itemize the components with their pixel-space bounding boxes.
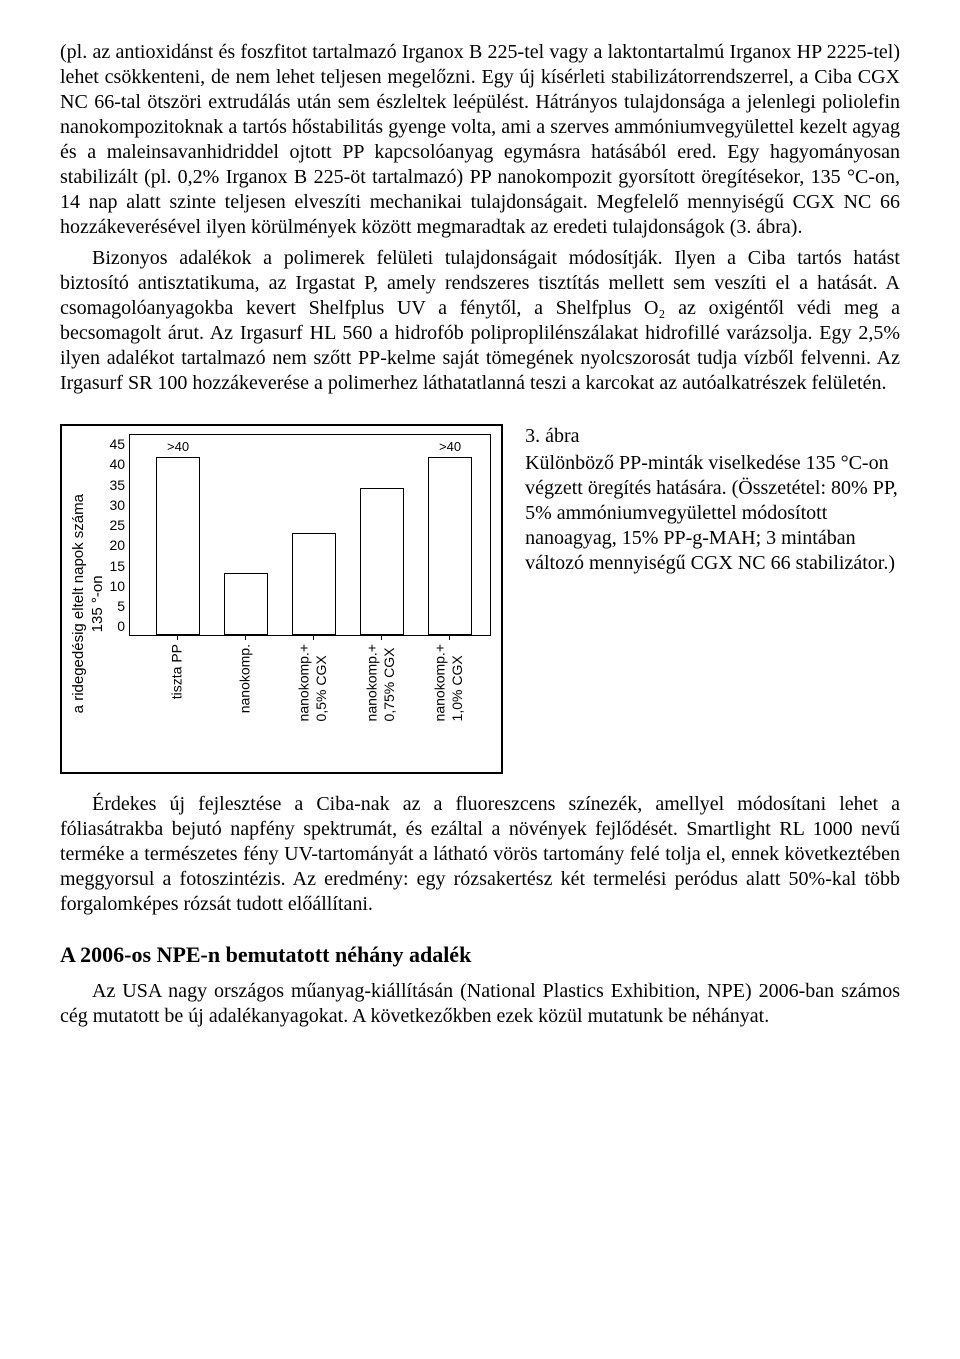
x-tick-marks (129, 636, 489, 640)
x-label: nanokomp. (236, 644, 254, 713)
bar-top-label: >40 (439, 439, 461, 455)
x-label: nanokomp.+1,0% CGX (432, 644, 467, 721)
x-label: tiszta PP (168, 644, 186, 699)
bar (224, 573, 268, 635)
figure-title: 3. ábra (525, 424, 900, 449)
bar-top-label: >40 (167, 439, 189, 455)
y-tick: 20 (110, 537, 126, 555)
y-tick: 15 (110, 558, 126, 576)
paragraph-3: Érdekes új fejlesztése a Ciba-nak az a f… (60, 792, 900, 917)
paragraph-4: Az USA nagy országos műanyag-kiállításán… (60, 979, 900, 1029)
section-heading: A 2006-os NPE-n bemutatott néhány adalék (60, 941, 900, 969)
paragraph-1: (pl. az antioxidánst és foszfitot tartal… (60, 40, 900, 240)
bar (292, 533, 336, 635)
bar (156, 457, 200, 635)
y-tick: 30 (110, 497, 126, 515)
y-tick: 40 (110, 456, 126, 474)
y-tick: 45 (110, 436, 126, 454)
x-label: nanokomp.+0,5% CGX (296, 644, 331, 721)
figure-caption-text: Különböző PP-minták viselkedése 135 °C-o… (525, 451, 900, 576)
y-tick: 10 (110, 578, 126, 596)
figure-3: a ridegedésig eltelt napok száma135 °-on… (60, 424, 900, 774)
bar (360, 488, 404, 635)
y-tick: 25 (110, 517, 126, 535)
x-label: nanokomp.+0,75% CGX (364, 644, 399, 721)
y-tick: 5 (110, 598, 126, 616)
bar (428, 457, 472, 635)
chart-frame: a ridegedésig eltelt napok száma135 °-on… (60, 424, 503, 774)
chart-plot-area: >40 >40 (129, 434, 491, 636)
figure-caption: 3. ábra Különböző PP-minták viselkedése … (503, 424, 900, 576)
y-tick: 0 (110, 618, 126, 636)
y-tick: 35 (110, 477, 126, 495)
paragraph-2: Bizonyos adalékok a polimerek felületi t… (60, 246, 900, 396)
y-axis-ticks: 45 40 35 30 25 20 15 10 5 0 (110, 434, 130, 636)
y-axis-label: a ridegedésig eltelt napok száma135 °-on (68, 434, 110, 723)
x-axis-labels: tiszta PP nanokomp. nanokomp.+0,5% CGX nano… (129, 644, 489, 764)
